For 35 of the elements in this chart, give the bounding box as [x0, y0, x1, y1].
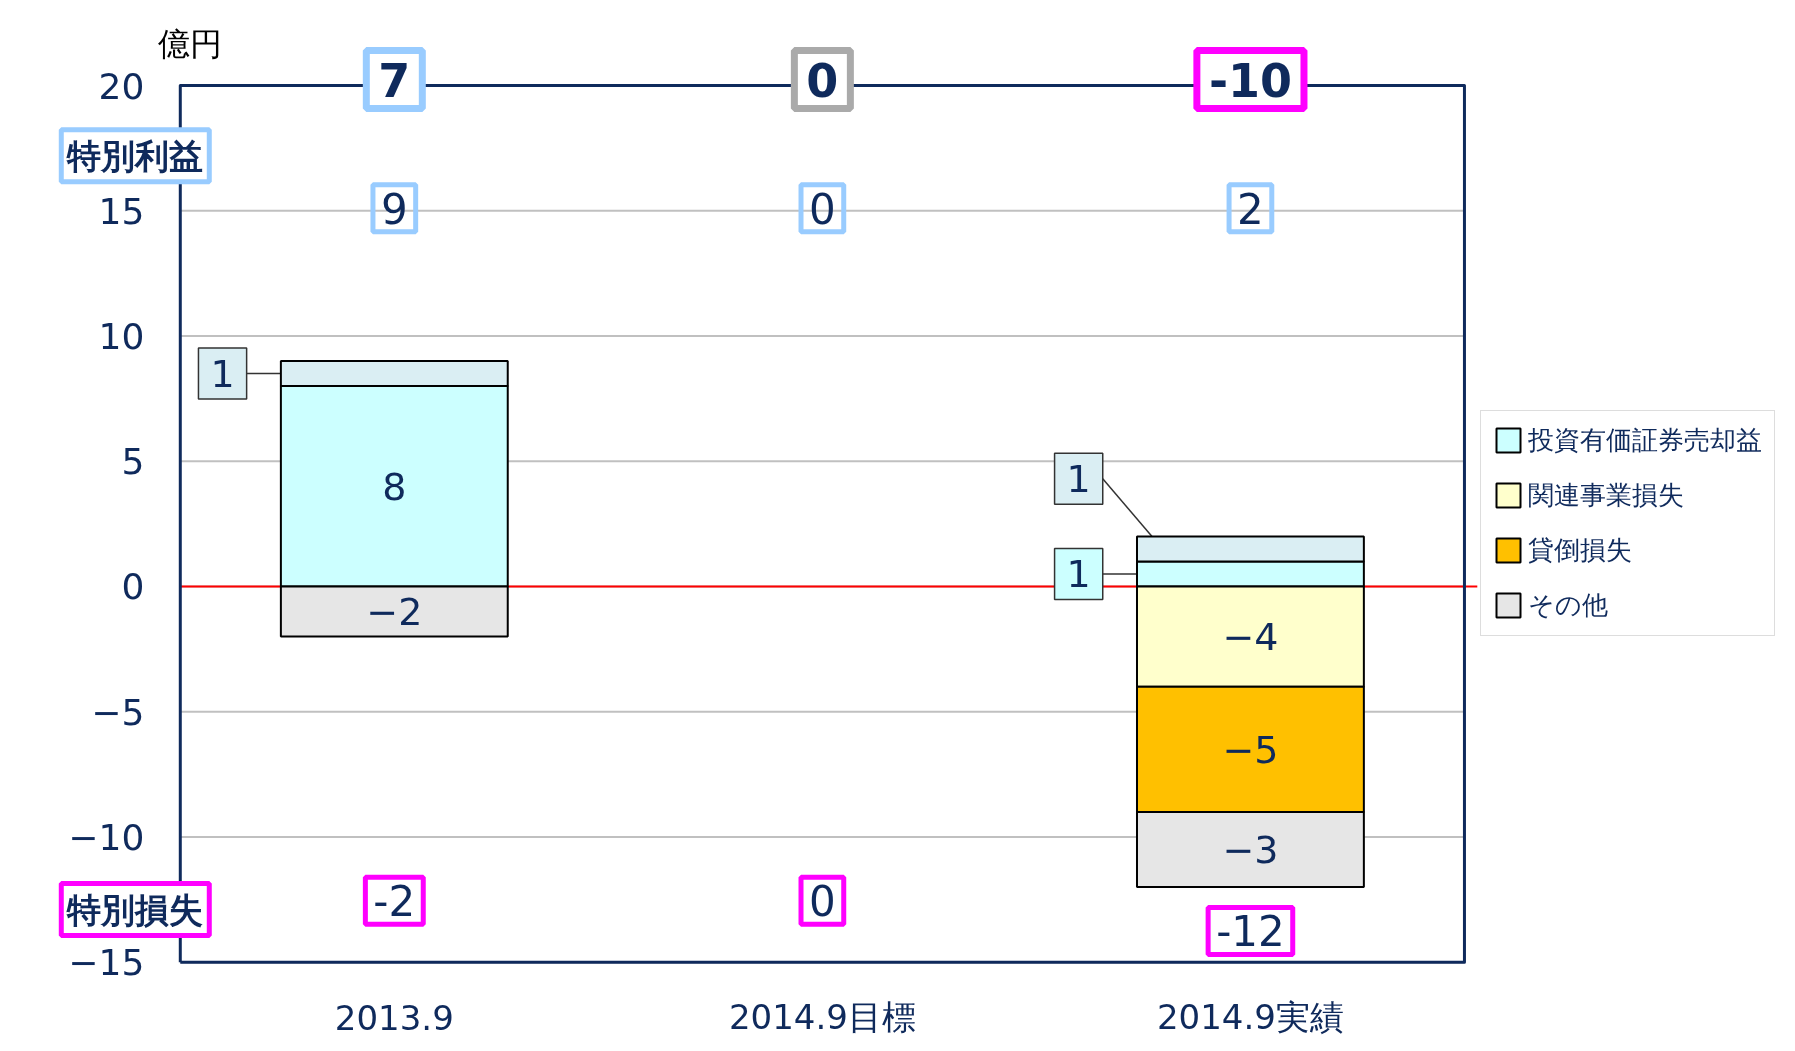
annotation: -12 [1216, 907, 1285, 957]
legend-label: その他 [1528, 588, 1608, 622]
annotation: 2 [1237, 184, 1264, 234]
data-label: 1 [1066, 457, 1091, 502]
y-tick-label: 0 [121, 566, 145, 608]
legend-label: 関連事業損失 [1528, 478, 1684, 512]
y-tick-label: −15 [68, 942, 145, 984]
data-label: 1 [1066, 552, 1091, 597]
y-tick-label: 20 [98, 65, 145, 107]
y-axis-title: 億円 [158, 24, 223, 63]
data-label: −5 [1222, 727, 1279, 772]
data-label: −4 [1222, 615, 1279, 660]
legend-label: 投資有価証券売却益 [1528, 423, 1762, 457]
y-tick-label: 10 [98, 316, 145, 358]
x-tick-label: 2014.9目標 [728, 997, 916, 1038]
x-tick-label: 2013.9 [334, 997, 454, 1038]
x-tick-label: 2014.9実績 [1156, 997, 1344, 1038]
y-tick-label: 5 [121, 441, 145, 483]
y-tick-label: 15 [98, 190, 145, 232]
y-tick-label: −10 [68, 816, 145, 858]
annotation: 特別損失 [66, 889, 204, 930]
annotation: 特別利益 [66, 135, 204, 176]
data-label: 8 [382, 464, 407, 509]
data-label: −2 [366, 590, 423, 635]
annotation: 0 [806, 53, 839, 108]
annotation: 0 [809, 184, 836, 234]
annotation: -10 [1208, 53, 1292, 108]
data-label: −3 [1222, 828, 1279, 872]
y-tick-label: −5 [91, 691, 145, 733]
annotation: 7 [378, 53, 411, 108]
annotation: 0 [809, 877, 836, 927]
annotation: -2 [373, 877, 416, 927]
legend-label: 貸倒損失 [1528, 533, 1632, 567]
data-label: 1 [210, 352, 235, 397]
annotation: 9 [380, 184, 408, 234]
